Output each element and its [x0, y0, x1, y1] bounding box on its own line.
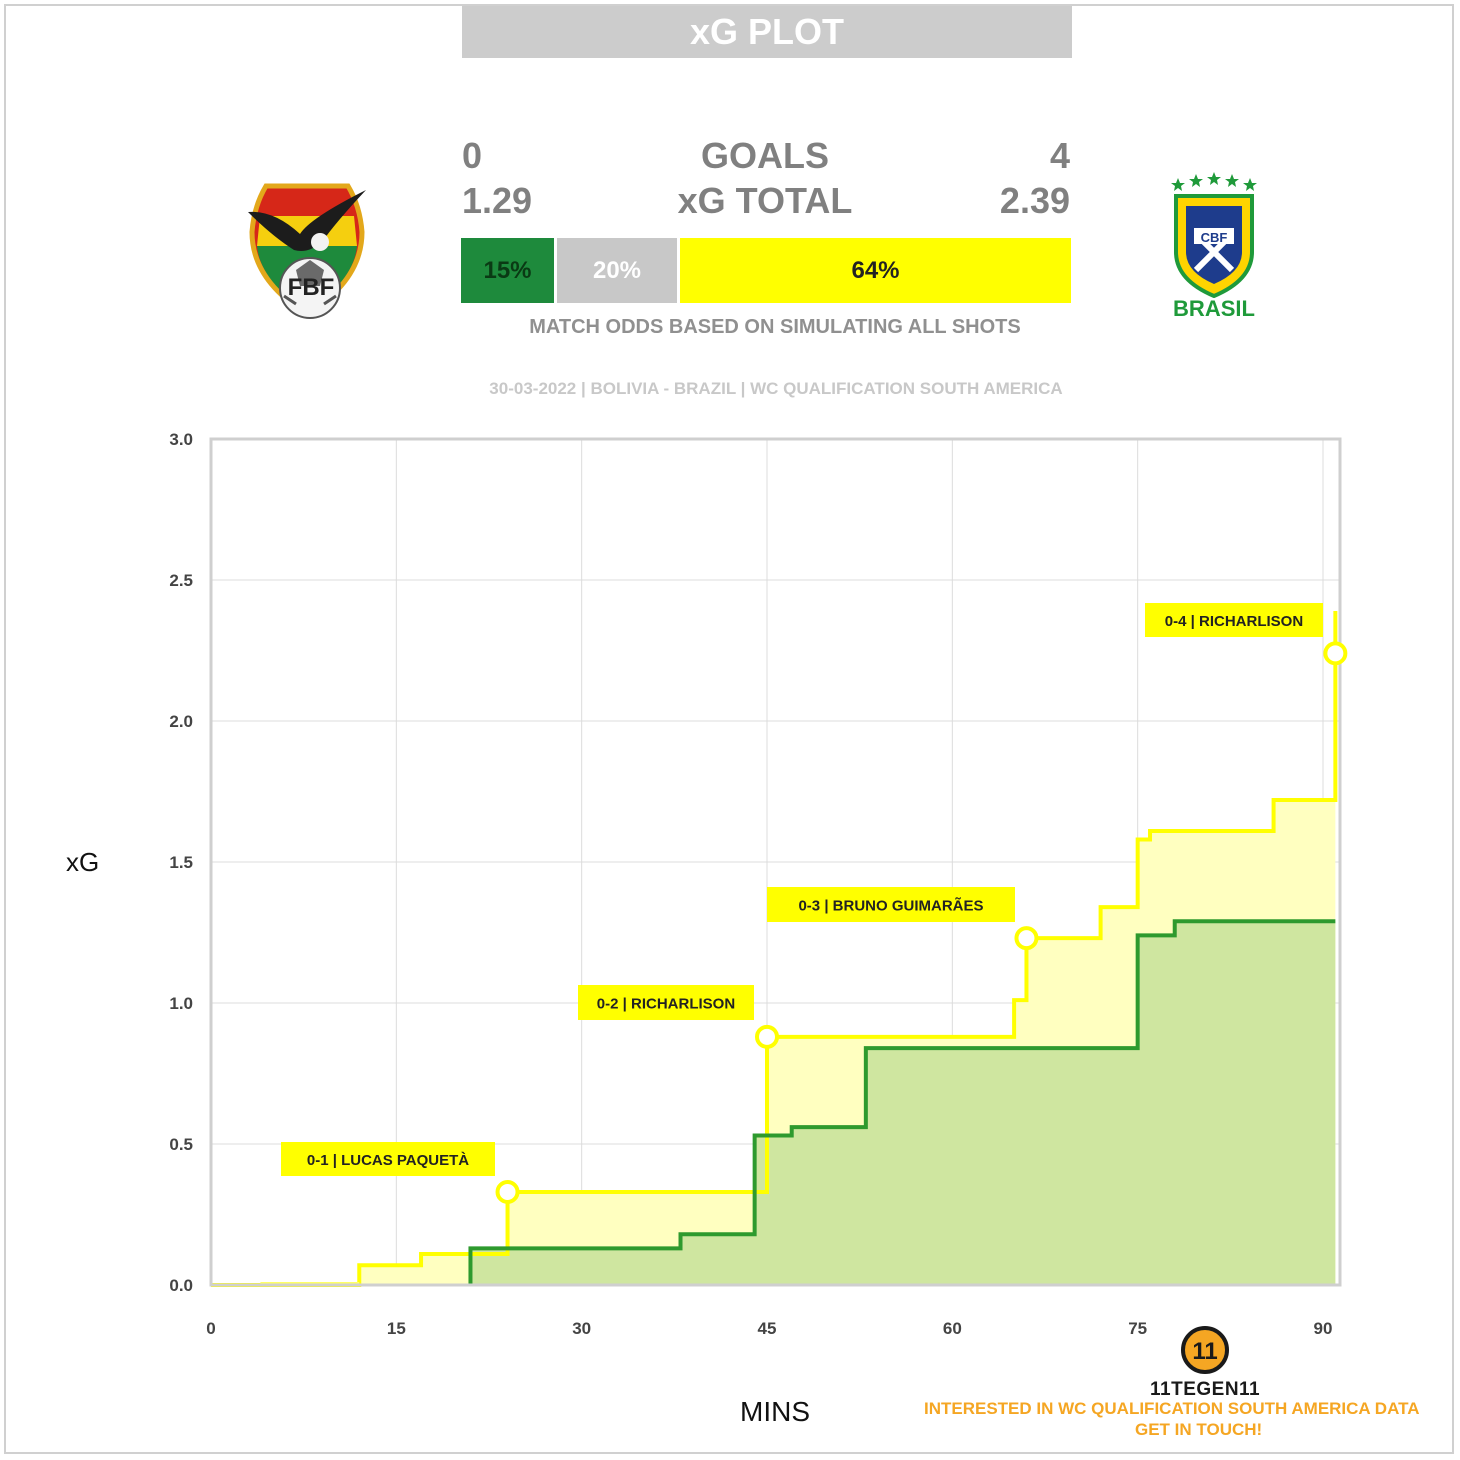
- brazil-cbf-crest-icon: [1171, 172, 1257, 298]
- odds-away-win: 64%: [680, 238, 1071, 303]
- goal-marker: [1323, 641, 1348, 666]
- x-tick-label: 90: [1314, 1319, 1333, 1338]
- 11tegen11-logo-icon: 11: [1181, 1326, 1229, 1374]
- goal-label: 0-1 | LUCAS PAQUETÀ: [307, 1152, 469, 1169]
- odds-caption: MATCH ODDS BASED ON SIMULATING ALL SHOTS: [529, 316, 1021, 338]
- goal-label-box: [578, 985, 754, 1020]
- x-axis-label: MINS: [740, 1396, 810, 1427]
- odds-draw: 20%: [557, 238, 677, 303]
- x-tick-label: 60: [943, 1319, 962, 1338]
- x-tick-label: 45: [758, 1319, 777, 1338]
- y-tick-label: 1.5: [169, 853, 193, 872]
- series-line: [211, 611, 1338, 1287]
- goal-label-box: [767, 887, 1015, 922]
- goal-label: 0-2 | RICHARLISON: [597, 996, 735, 1013]
- odds-home-win: 15%: [461, 238, 554, 303]
- x-tick-label: 75: [1128, 1319, 1147, 1338]
- goal-marker: [1014, 926, 1039, 951]
- y-tick-label: 2.0: [169, 712, 193, 731]
- y-tick-label: 3.0: [169, 430, 193, 449]
- series-line: [468, 919, 1336, 1285]
- page-title: xG PLOT: [462, 6, 1072, 58]
- y-tick-label: 2.5: [169, 571, 193, 590]
- goal-label-box: [1145, 603, 1323, 637]
- page-frame: [4, 4, 1454, 1454]
- brand-logo-text: 11: [1192, 1338, 1217, 1365]
- match-info: 30-03-2022 | BOLIVIA - BRAZIL | WC QUALI…: [489, 379, 1063, 398]
- brand-name: 11TEGEN11: [1150, 1379, 1261, 1400]
- away-goals: 4: [1049, 135, 1070, 176]
- x-tick-label: 30: [572, 1319, 591, 1338]
- home-xg: 1.29: [462, 180, 533, 221]
- promo-line-2[interactable]: GET IN TOUCH!: [1135, 1420, 1263, 1439]
- bolivia-crest-text: FBF: [287, 274, 335, 301]
- goal-label: 0-3 | BRUNO GUIMARÃES: [798, 897, 983, 915]
- goal-label: 0-4 | RICHARLISON: [1165, 613, 1303, 630]
- y-tick-label: 1.0: [169, 994, 193, 1013]
- goal-label-box: [281, 1142, 495, 1176]
- brand-block: 11 11TEGEN11: [1150, 1326, 1260, 1401]
- y-axis-label: xG: [66, 847, 100, 877]
- x-tick-label: 0: [206, 1319, 215, 1338]
- goal-marker: [755, 1024, 779, 1049]
- series-area: [211, 921, 1336, 1285]
- bolivia-fbf-crest-icon: [248, 183, 366, 319]
- y-tick-label: 0.0: [169, 1276, 193, 1295]
- promo-line-1: INTERESTED IN WC QUALIFICATION SOUTH AME…: [924, 1399, 1420, 1418]
- home-goals: 0: [462, 135, 483, 176]
- plot-frame: [209, 437, 1342, 1287]
- brazil-crest-text: CBF: [1200, 230, 1228, 245]
- brazil-team-name: BRASIL: [1173, 296, 1255, 321]
- y-tick-label: 0.5: [169, 1135, 193, 1154]
- x-tick-label: 15: [387, 1319, 406, 1338]
- goal-marker: [495, 1179, 520, 1204]
- goals-label: GOALS: [700, 135, 829, 176]
- xg-total-label: xG TOTAL: [677, 180, 853, 221]
- away-xg: 2.39: [999, 180, 1070, 221]
